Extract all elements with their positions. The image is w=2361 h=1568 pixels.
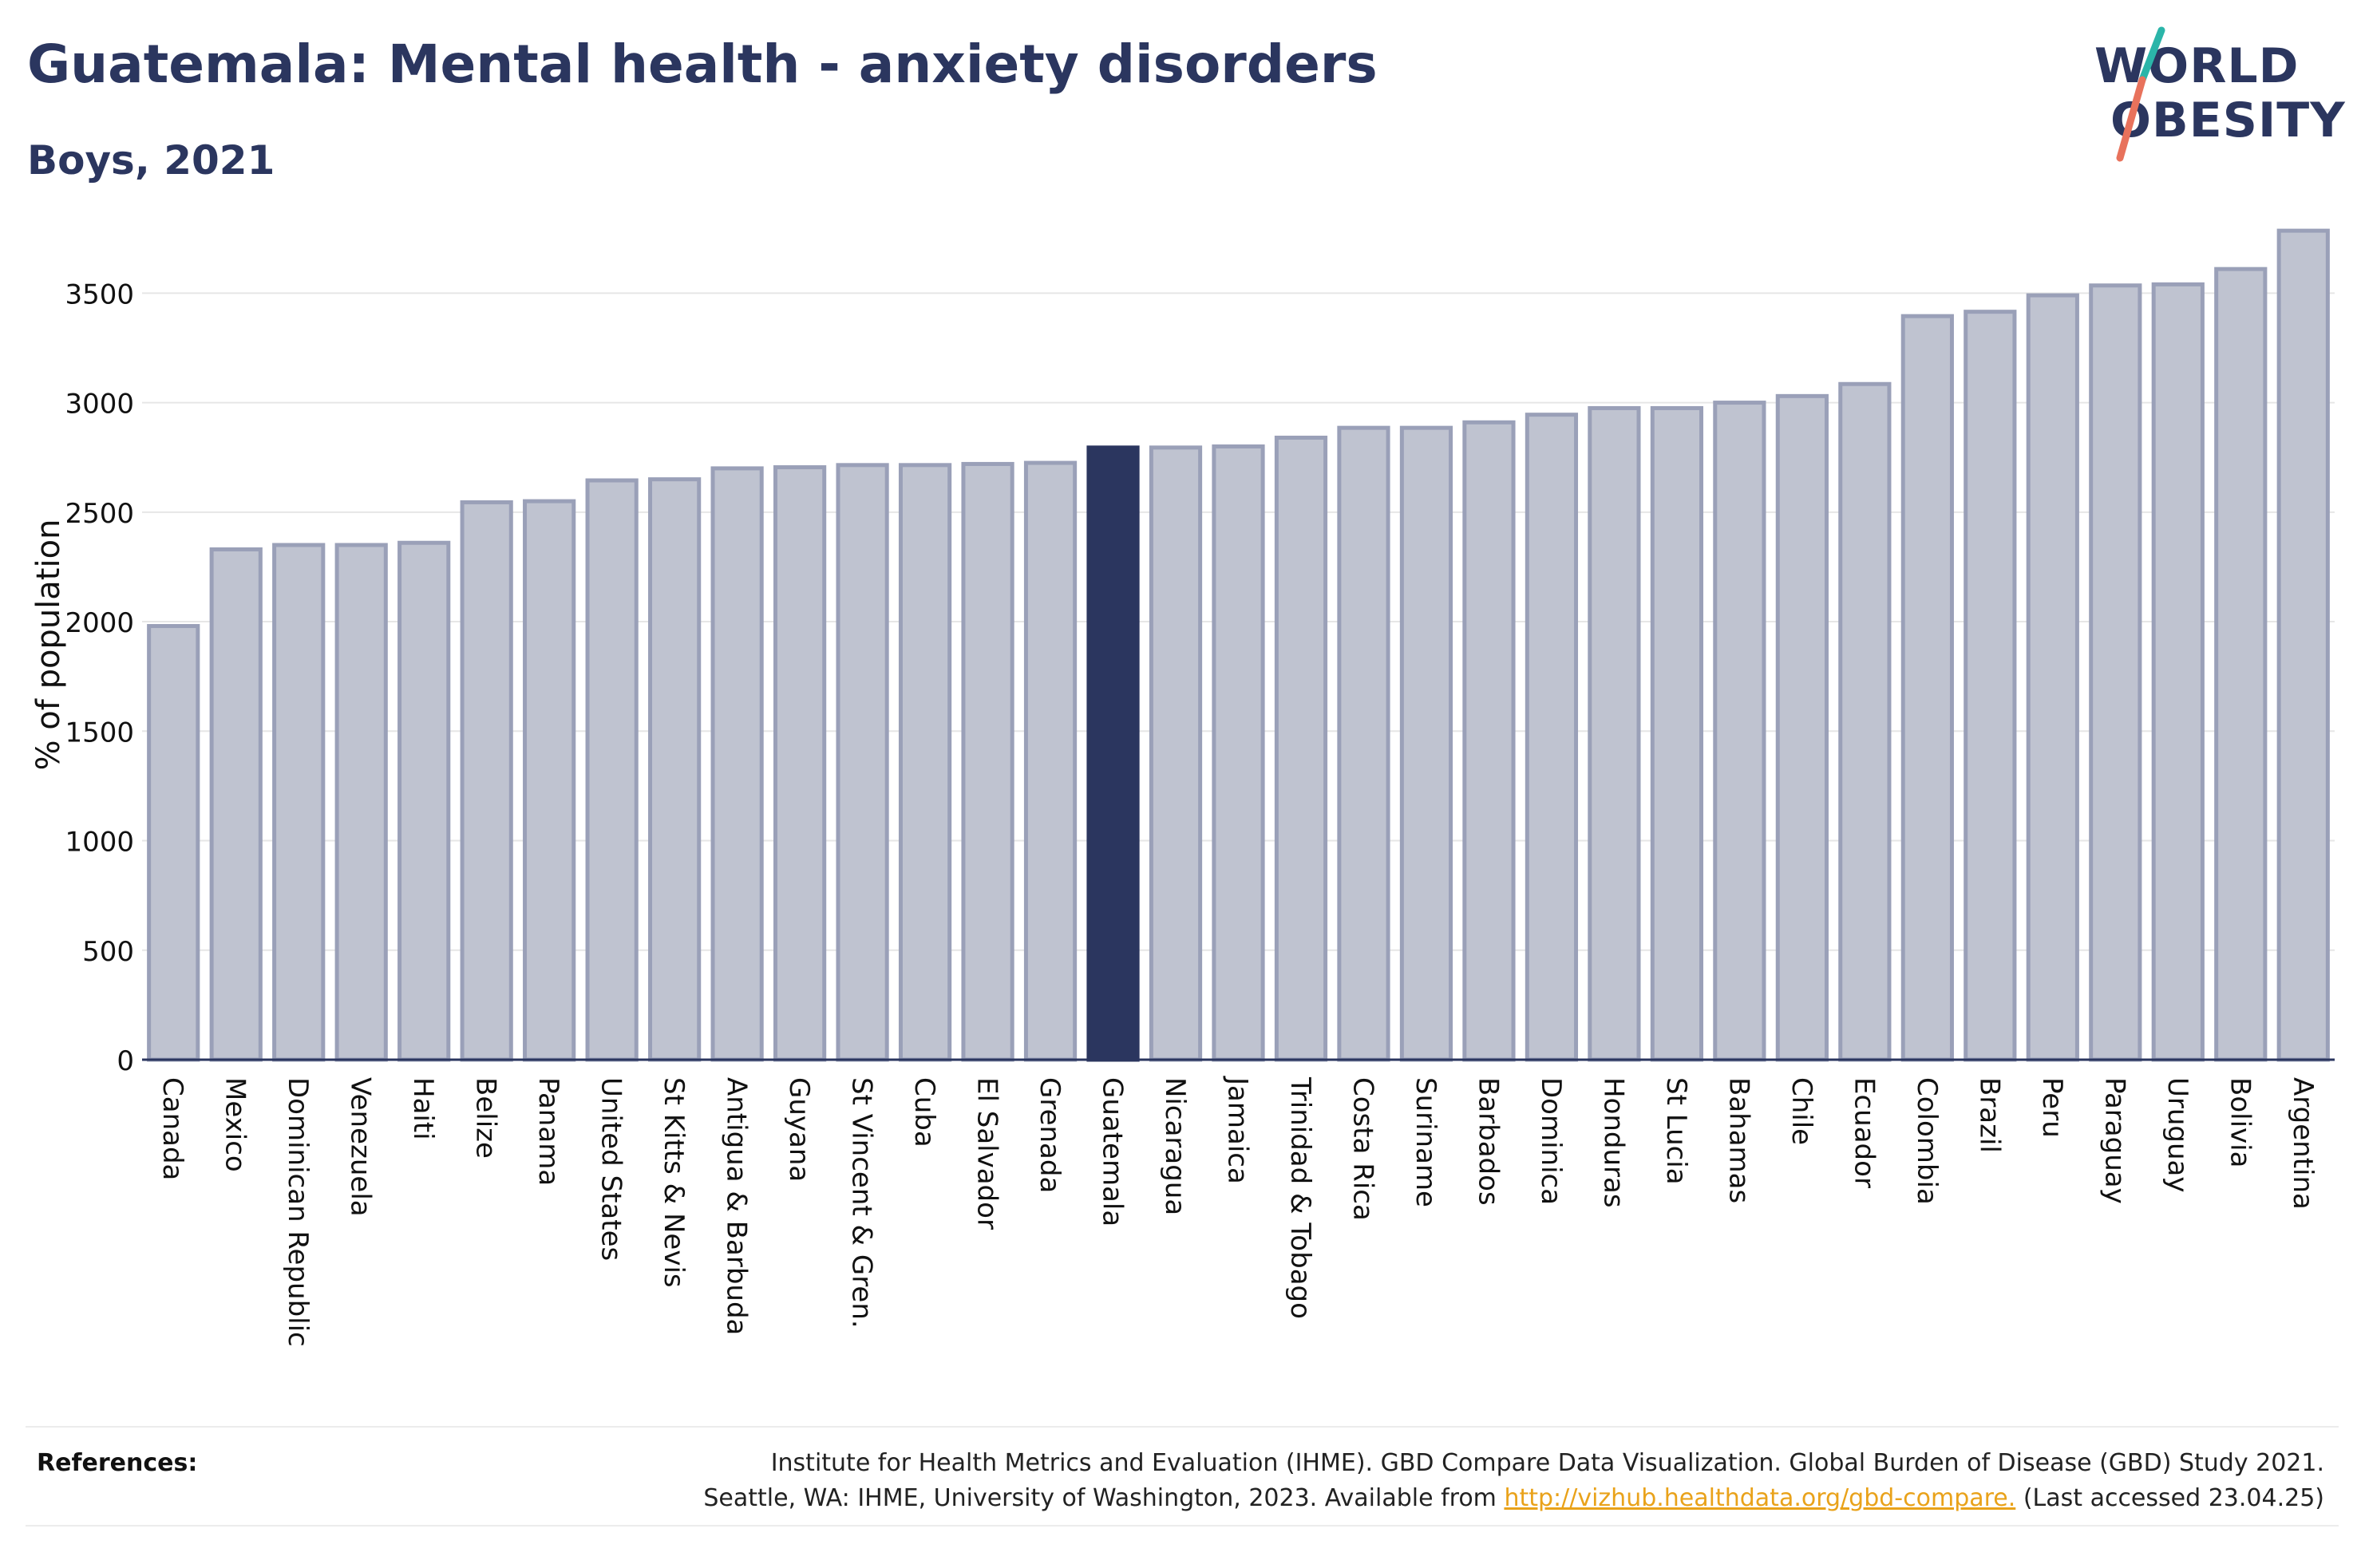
- bar-highlight: [1086, 445, 1140, 1062]
- x-tick-label: Grenada: [1034, 1077, 1066, 1193]
- x-tick-label: Trinidad & Tobago: [1284, 1076, 1316, 1319]
- x-tick-label: Venezuela: [345, 1077, 377, 1217]
- bar: [334, 543, 388, 1062]
- x-tick-label: Nicaragua: [1159, 1077, 1191, 1215]
- bar: [1149, 445, 1203, 1062]
- references-label: References:: [37, 1449, 198, 1477]
- chart-title: Guatemala: Mental health - anxiety disor…: [27, 34, 1378, 95]
- reference-link[interactable]: http://vizhub.healthdata.org/gbd-compare…: [1504, 1484, 2016, 1512]
- world-obesity-logo: WORLD OBESITY: [2083, 24, 2345, 168]
- bar: [773, 465, 827, 1062]
- x-tick-label: Argentina: [2287, 1077, 2319, 1210]
- y-tick-label: 2000: [65, 607, 134, 639]
- y-tick-label: 1000: [65, 827, 134, 859]
- bar: [2089, 283, 2142, 1062]
- bar: [2026, 293, 2079, 1062]
- bar: [2214, 267, 2268, 1062]
- y-tick-label: 3000: [65, 389, 134, 421]
- bar: [1964, 310, 2017, 1062]
- x-tick-label: Dominican Republic: [282, 1077, 314, 1347]
- y-tick-label: 500: [82, 936, 134, 968]
- bar: [1775, 393, 1829, 1062]
- x-tick-label: Guyana: [783, 1077, 815, 1182]
- bar-chart: 0 500 1000 1500 2000 2500 3000 3500 Canada Mexic…: [30, 228, 2335, 1347]
- y-axis-label: % of population: [30, 519, 67, 771]
- x-tick-label: El Salvador: [971, 1077, 1003, 1230]
- x-tick-label: Uruguay: [2161, 1077, 2193, 1193]
- x-tick-label: St Kitts & Nevis: [658, 1077, 690, 1288]
- x-tick-label: Brazil: [1973, 1077, 2005, 1153]
- reference-line-2-suffix: (Last accessed 23.04.25): [2015, 1484, 2324, 1512]
- reference-line-2: Seattle, WA: IHME, University of Washing…: [409, 1481, 2324, 1516]
- x-tick-label: Belize: [470, 1077, 502, 1159]
- x-tick-label: Colombia: [1911, 1077, 1943, 1205]
- logo-slash-icon: [2116, 26, 2165, 162]
- x-tick-label: Barbados: [1472, 1077, 1504, 1206]
- x-tick-label: Bahamas: [1722, 1077, 1754, 1203]
- bar: [209, 547, 263, 1062]
- x-tick-label: Canada: [156, 1077, 188, 1180]
- bar: [585, 478, 639, 1062]
- bar: [1399, 425, 1453, 1062]
- bar: [460, 500, 513, 1062]
- x-tick-label: Bolivia: [2224, 1077, 2256, 1167]
- x-tick-label: Paraguay: [2098, 1077, 2130, 1204]
- bar: [1713, 401, 1766, 1062]
- x-tick-label: Guatemala: [1097, 1077, 1129, 1226]
- reference-line-1: Institute for Health Metrics and Evaluat…: [770, 1449, 2324, 1477]
- logo-text-world: WORLD: [2094, 38, 2300, 94]
- x-tick-label: Honduras: [1597, 1077, 1629, 1208]
- bar: [898, 463, 952, 1062]
- logo-text-obesity: OBESITY: [2110, 93, 2346, 148]
- bar: [1212, 444, 1265, 1062]
- x-tick-label: Costa Rica: [1347, 1077, 1378, 1221]
- x-tick-label: Antigua & Barbuda: [721, 1077, 753, 1335]
- bar: [1900, 314, 1954, 1062]
- x-tick-label: Ecuador: [1848, 1077, 1880, 1188]
- bar: [1337, 425, 1390, 1062]
- bar: [397, 540, 451, 1062]
- chart-subtitle: Boys, 2021: [27, 137, 275, 184]
- bar: [836, 463, 889, 1062]
- bar: [147, 624, 200, 1062]
- x-tick-label: Chile: [1786, 1077, 1817, 1145]
- bar: [1525, 413, 1579, 1062]
- bar: [1838, 381, 1892, 1062]
- bars: [147, 228, 2330, 1062]
- x-tick-label: St Vincent & Gren.: [846, 1077, 878, 1329]
- y-tick-label: 3500: [65, 278, 134, 310]
- references-divider-bottom: [26, 1525, 2339, 1527]
- x-tick-label: Mexico: [219, 1077, 251, 1172]
- y-tick-label: 2500: [65, 498, 134, 530]
- y-tick-label: 0: [117, 1045, 134, 1077]
- x-tick-label: Dominica: [1535, 1077, 1567, 1205]
- x-tick-label: Panama: [532, 1077, 564, 1186]
- references-text: Institute for Health Metrics and Evaluat…: [409, 1446, 2324, 1516]
- x-tick-label: Cuba: [908, 1077, 940, 1147]
- bar: [1462, 420, 1516, 1062]
- bar: [961, 461, 1014, 1062]
- x-tick-label: Haiti: [407, 1077, 439, 1140]
- references-divider-top: [26, 1426, 2339, 1428]
- bar: [710, 466, 764, 1062]
- x-tick-label: Peru: [2036, 1077, 2068, 1138]
- x-tick-label: Suriname: [1410, 1077, 1442, 1207]
- bar: [523, 499, 576, 1062]
- x-tick-label: Jamaica: [1222, 1076, 1254, 1184]
- x-tick-label: United States: [595, 1077, 627, 1261]
- y-tick-label: 1500: [65, 717, 134, 748]
- bar: [1023, 460, 1078, 1062]
- bar: [272, 543, 326, 1062]
- bar: [1274, 435, 1328, 1062]
- bar: [1650, 405, 1704, 1062]
- bar: [648, 477, 702, 1062]
- reference-line-2-prefix: Seattle, WA: IHME, University of Washing…: [703, 1484, 1505, 1512]
- x-tick-labels: Canada Mexico Dominican Republic Venezuela H…: [156, 1076, 2319, 1347]
- bar: [2276, 228, 2330, 1062]
- bar: [2151, 282, 2205, 1062]
- y-tick-labels: 0 500 1000 1500 2000 2500 3000 3500: [65, 278, 134, 1077]
- bar: [1588, 405, 1641, 1062]
- x-tick-label: St Lucia: [1660, 1077, 1692, 1185]
